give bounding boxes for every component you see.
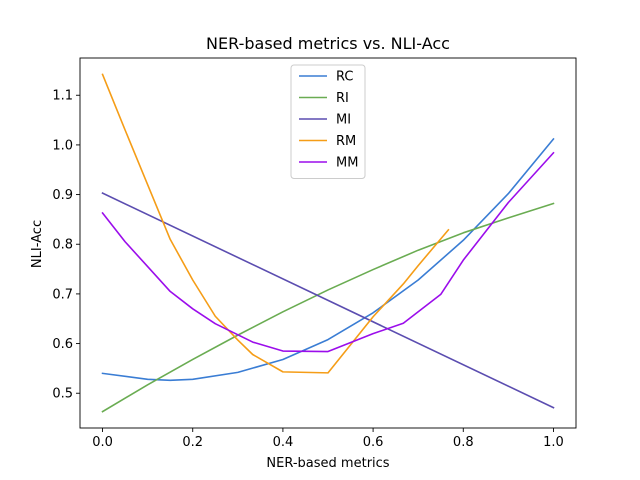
y-tick-label: 1.0 bbox=[52, 138, 73, 153]
x-tick-label: 1.0 bbox=[543, 435, 564, 450]
legend-label-rc: RC bbox=[336, 70, 353, 85]
series-line-mi bbox=[101, 192, 555, 409]
x-tick-label: 0.8 bbox=[453, 435, 474, 450]
series-line-ri bbox=[101, 202, 555, 413]
legend-label-ri: RI bbox=[336, 91, 349, 106]
x-tick-label: 0.0 bbox=[92, 435, 113, 450]
y-tick-label: 0.9 bbox=[52, 188, 73, 203]
y-tick-label: 0.6 bbox=[52, 337, 73, 352]
series-line-mm bbox=[101, 151, 555, 353]
plot-frame bbox=[79, 57, 577, 429]
x-axis-label: NER-based metrics bbox=[266, 456, 389, 471]
y-tick-label: 0.8 bbox=[52, 238, 73, 253]
y-tick-label: 1.1 bbox=[52, 89, 73, 104]
series-line-rc bbox=[101, 137, 555, 382]
legend-label-mi: MI bbox=[336, 113, 351, 128]
legend-label-mm: MM bbox=[336, 156, 358, 171]
legend-label-rm: RM bbox=[336, 134, 356, 149]
legend-box bbox=[290, 64, 366, 179]
y-tick-label: 0.5 bbox=[52, 387, 73, 402]
plot-area: 0.0 0.2 0.4 0.6 0.8 1.0 0.5 0.6 0.7 0.8 0.9 1.0 1.1 R… bbox=[52, 57, 577, 450]
chart-title: NER-based metrics vs. NLI-Acc bbox=[206, 34, 450, 53]
y-axis-label: NLI-Acc bbox=[30, 220, 45, 268]
series-line-rm bbox=[101, 73, 450, 374]
x-tick-label: 0.2 bbox=[182, 435, 203, 450]
x-tick-label: 0.6 bbox=[363, 435, 384, 450]
x-tick-label: 0.4 bbox=[273, 435, 294, 450]
y-tick-label: 0.7 bbox=[52, 287, 73, 302]
